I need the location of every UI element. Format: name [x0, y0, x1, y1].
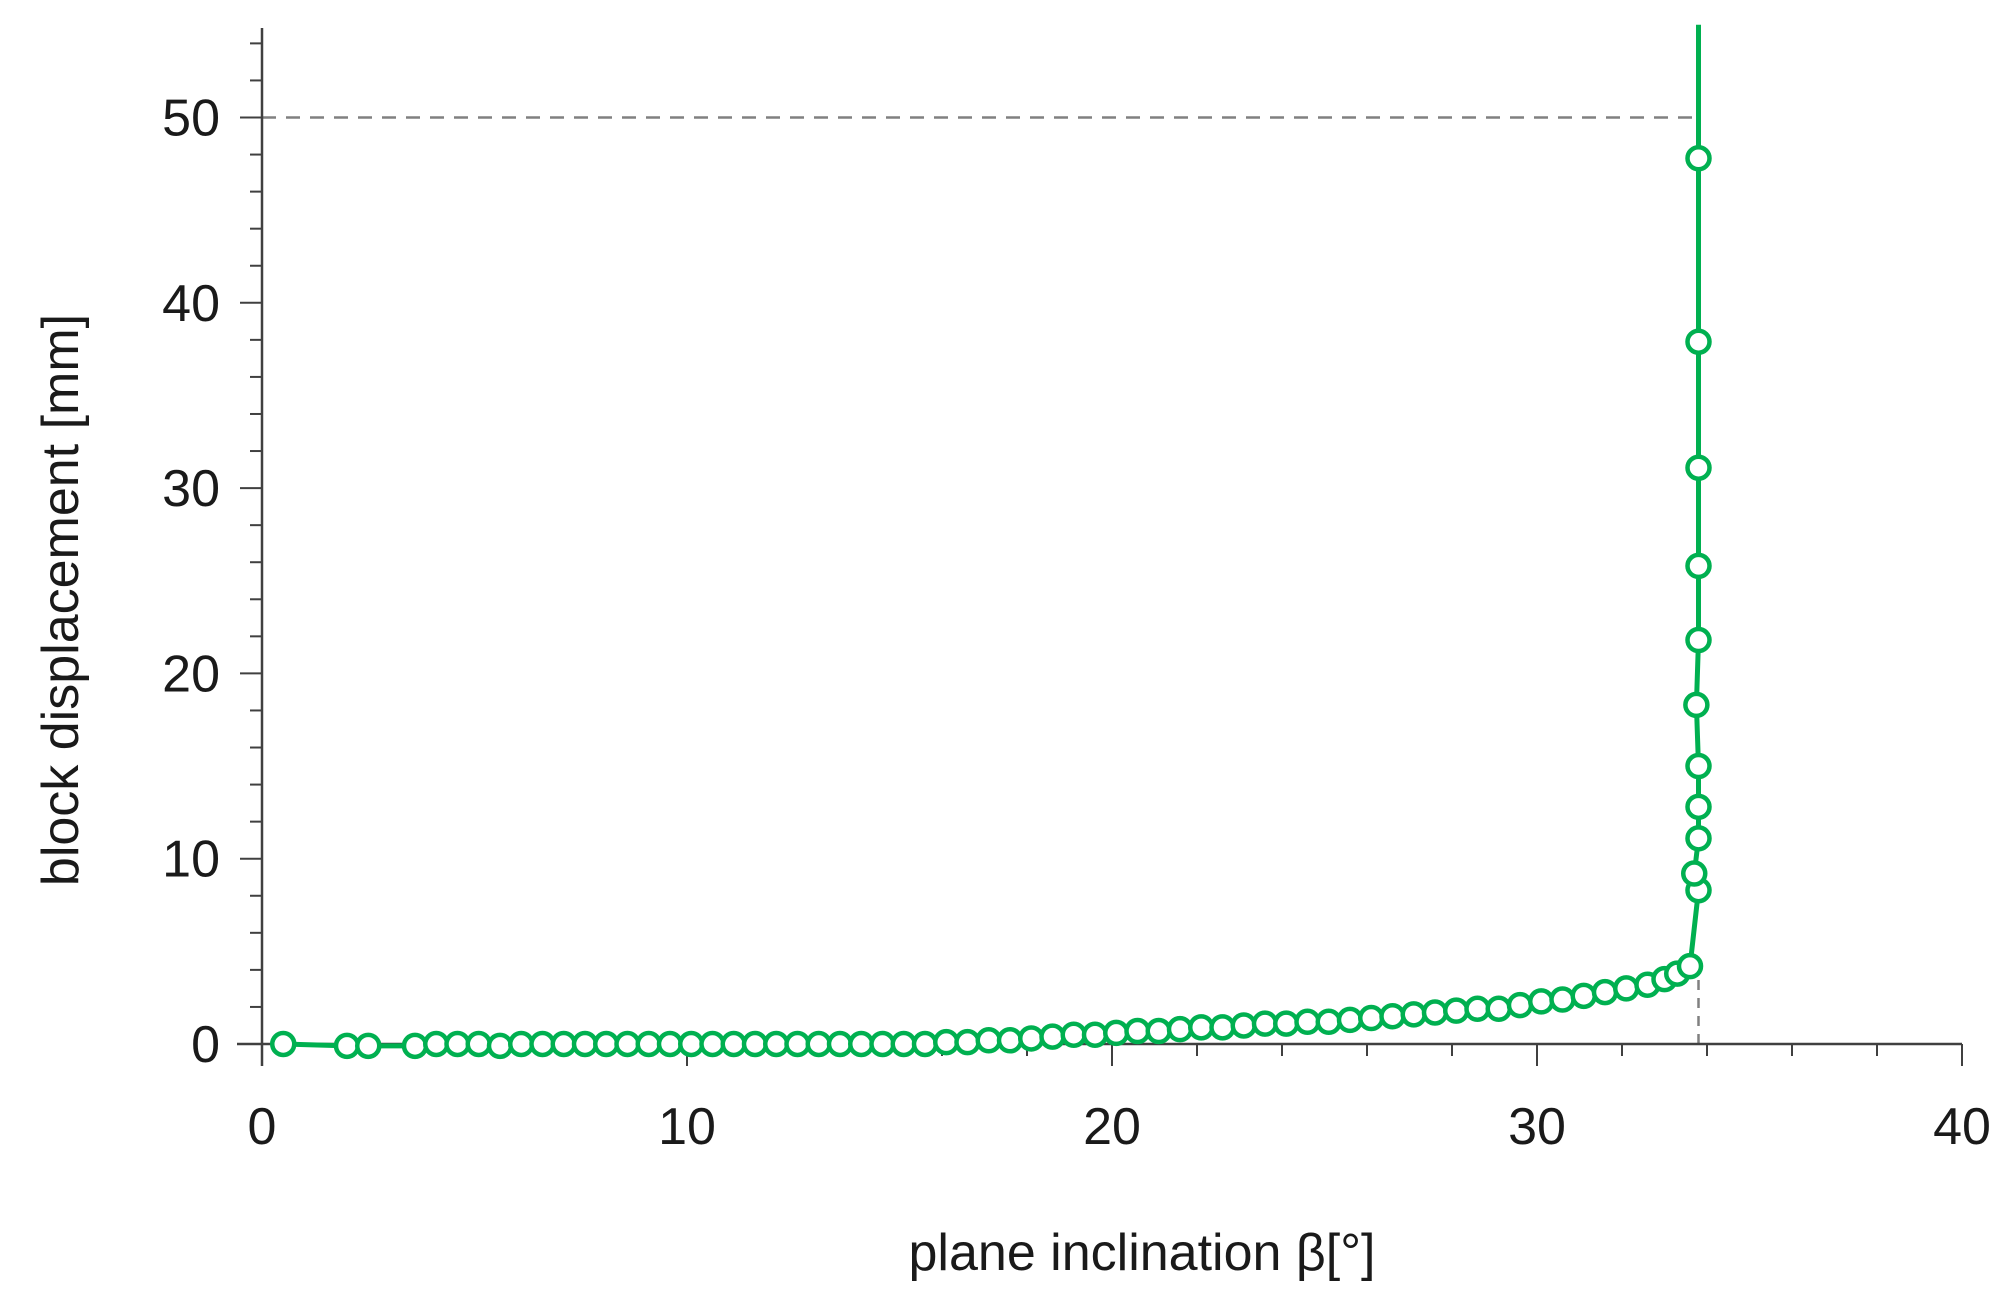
data-point — [270, 1030, 297, 1058]
data-point — [975, 1027, 1002, 1054]
data-series — [270, 24, 1712, 1060]
data-point — [1685, 145, 1712, 172]
x-tick-label: 40 — [1933, 1098, 1991, 1156]
data-point — [1685, 752, 1712, 780]
data-point — [1676, 952, 1704, 980]
data-point — [1103, 1019, 1130, 1047]
data-point — [720, 1030, 747, 1058]
x-tick-label: 30 — [1508, 1098, 1566, 1156]
data-point — [635, 1030, 662, 1058]
data-point — [401, 1032, 429, 1060]
data-point — [529, 1030, 556, 1058]
data-point — [1336, 1006, 1364, 1034]
y-tick-label: 10 — [162, 831, 220, 889]
data-point — [1485, 995, 1512, 1023]
data-point — [678, 1030, 705, 1058]
y-tick-label: 20 — [162, 645, 220, 703]
data-point — [890, 1030, 917, 1058]
data-point — [1685, 454, 1712, 481]
data-point — [1421, 999, 1449, 1026]
axes — [237, 28, 1962, 1066]
data-point — [1400, 1001, 1427, 1028]
data-point — [805, 1030, 832, 1058]
data-point — [1443, 997, 1470, 1024]
data-point — [784, 1030, 811, 1058]
data-point — [508, 1030, 535, 1058]
data-point — [1549, 986, 1576, 1013]
data-point — [1464, 995, 1491, 1023]
data-point — [699, 1030, 726, 1058]
data-point — [954, 1028, 981, 1056]
data-point — [1379, 1002, 1406, 1030]
data-point — [1570, 982, 1597, 1010]
data-point — [1124, 1017, 1151, 1045]
data-point — [1273, 1010, 1300, 1037]
data-point — [1683, 691, 1710, 719]
data-point — [1685, 552, 1712, 580]
data-point — [911, 1030, 939, 1058]
data-point — [741, 1030, 769, 1058]
y-tick-label: 30 — [162, 460, 220, 518]
x-tick-label: 10 — [658, 1098, 716, 1156]
data-point — [444, 1030, 471, 1058]
data-point — [465, 1030, 492, 1058]
data-point — [593, 1030, 620, 1058]
data-point — [1685, 626, 1712, 654]
x-tick-label: 20 — [1083, 1098, 1141, 1156]
data-point — [1209, 1014, 1236, 1041]
data-point — [1528, 988, 1555, 1015]
axis-ticks: 0 10 20 30 40 50 0 10 20 30 40 — [162, 42, 1991, 1156]
data-point — [1358, 1004, 1385, 1032]
y-axis-title: block displacement [mm] — [32, 314, 90, 886]
data-point — [1681, 860, 1708, 887]
data-point — [333, 1032, 361, 1060]
data-point — [1145, 1017, 1172, 1045]
data-point — [848, 1030, 875, 1058]
data-point — [763, 1030, 790, 1058]
data-point — [1230, 1012, 1257, 1039]
data-point — [1613, 975, 1640, 1002]
data-point — [933, 1028, 960, 1056]
y-tick-label: 40 — [162, 275, 220, 333]
data-point — [1315, 1008, 1342, 1036]
data-point — [1188, 1014, 1215, 1041]
data-point — [486, 1032, 514, 1060]
data-point — [614, 1030, 641, 1058]
series-line — [283, 24, 1701, 1049]
data-point — [550, 1030, 577, 1058]
data-point — [1251, 1010, 1279, 1037]
data-point — [1166, 1015, 1194, 1043]
data-point — [869, 1030, 896, 1058]
data-point — [1591, 978, 1619, 1006]
data-point — [571, 1030, 599, 1058]
data-point — [1018, 1025, 1045, 1052]
data-point — [826, 1030, 854, 1058]
data-point — [355, 1032, 382, 1060]
data-point — [1060, 1021, 1087, 1048]
x-axis-title: plane inclination β[°] — [909, 1224, 1376, 1282]
data-point — [1685, 328, 1712, 355]
x-tick-label: 0 — [248, 1098, 277, 1156]
data-point — [423, 1030, 450, 1058]
y-tick-label: 0 — [191, 1016, 220, 1074]
y-tick-label: 50 — [162, 90, 220, 148]
data-point — [1506, 991, 1534, 1019]
data-point — [996, 1027, 1024, 1054]
data-point — [1039, 1023, 1066, 1050]
data-point — [1685, 825, 1712, 852]
data-point — [656, 1030, 684, 1058]
reference-lines — [262, 116, 1700, 1044]
data-point — [1294, 1008, 1321, 1036]
data-point — [1081, 1021, 1109, 1048]
data-point — [1685, 793, 1712, 821]
